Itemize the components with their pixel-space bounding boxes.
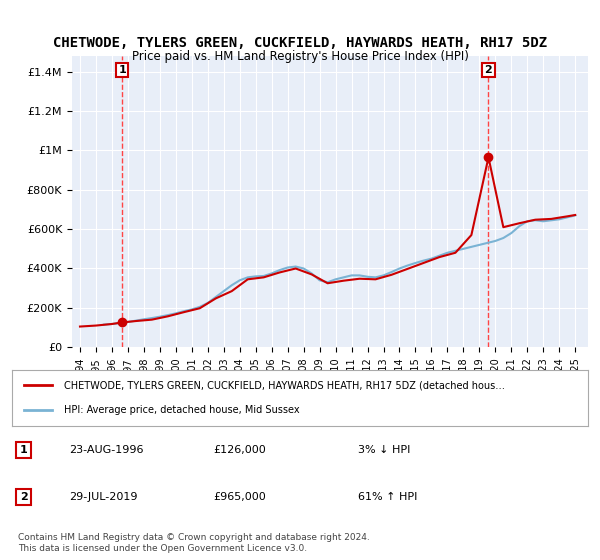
Text: £126,000: £126,000: [214, 445, 266, 455]
Text: 2: 2: [20, 492, 28, 502]
Text: 29-JUL-2019: 29-JUL-2019: [70, 492, 138, 502]
Text: CHETWODE, TYLERS GREEN, CUCKFIELD, HAYWARDS HEATH, RH17 5DZ: CHETWODE, TYLERS GREEN, CUCKFIELD, HAYWA…: [53, 36, 547, 50]
Text: 3% ↓ HPI: 3% ↓ HPI: [358, 445, 410, 455]
Text: £965,000: £965,000: [214, 492, 266, 502]
Text: Contains HM Land Registry data © Crown copyright and database right 2024.
This d: Contains HM Land Registry data © Crown c…: [18, 533, 370, 553]
Text: 1: 1: [20, 445, 28, 455]
Text: CHETWODE, TYLERS GREEN, CUCKFIELD, HAYWARDS HEATH, RH17 5DZ (detached hous…: CHETWODE, TYLERS GREEN, CUCKFIELD, HAYWA…: [64, 380, 505, 390]
Text: 23-AUG-1996: 23-AUG-1996: [70, 445, 144, 455]
Text: HPI: Average price, detached house, Mid Sussex: HPI: Average price, detached house, Mid …: [64, 405, 299, 415]
Text: 2: 2: [485, 65, 493, 74]
Text: Price paid vs. HM Land Registry's House Price Index (HPI): Price paid vs. HM Land Registry's House …: [131, 50, 469, 63]
Text: 61% ↑ HPI: 61% ↑ HPI: [358, 492, 417, 502]
Text: 1: 1: [118, 65, 126, 74]
